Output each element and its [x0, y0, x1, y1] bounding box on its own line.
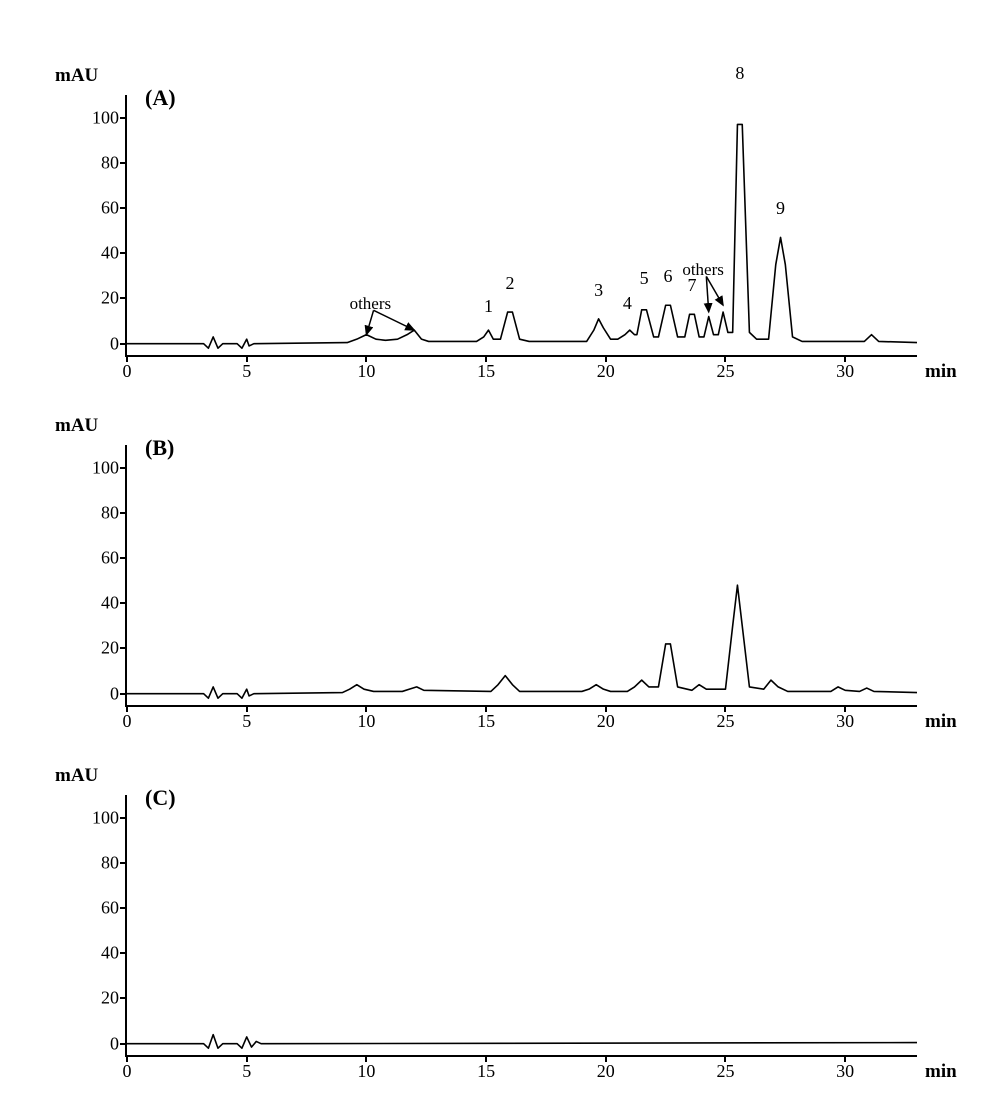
ytick-label: 80 — [101, 502, 127, 523]
ytick-label: 100 — [92, 457, 127, 478]
xtick-label: 0 — [123, 1055, 132, 1082]
xtick-label: 5 — [242, 355, 251, 382]
plot-area: 020406080100051015202530 — [125, 445, 917, 707]
xtick-label: 0 — [123, 705, 132, 732]
xtick-label: 0 — [123, 355, 132, 382]
ytick-label: 60 — [101, 898, 127, 919]
x-axis-label: min — [925, 361, 957, 383]
xtick-label: 30 — [836, 355, 854, 382]
xtick-label: 25 — [716, 355, 734, 382]
chromatogram-figure: mAUmin(A)0204060801000510152025301234567… — [0, 0, 990, 1117]
y-axis-label: mAU — [55, 765, 98, 787]
ytick-label: 40 — [101, 943, 127, 964]
x-axis-label: min — [925, 711, 957, 733]
xtick-label: 30 — [836, 705, 854, 732]
ytick-label: 20 — [101, 288, 127, 309]
ytick-label: 0 — [110, 333, 127, 354]
panel-C: mAUmin(C)020406080100051015202530 — [0, 795, 990, 1055]
xtick-label: 5 — [242, 705, 251, 732]
ytick-label: 20 — [101, 988, 127, 1009]
panel-A: mAUmin(A)0204060801000510152025301234567… — [0, 95, 990, 355]
plot-area: 020406080100051015202530 — [125, 795, 917, 1057]
ytick-label: 40 — [101, 593, 127, 614]
ytick-label: 60 — [101, 548, 127, 569]
ytick-label: 100 — [92, 107, 127, 128]
xtick-label: 15 — [477, 1055, 495, 1082]
xtick-label: 20 — [597, 705, 615, 732]
chromatogram-trace — [127, 795, 917, 1055]
xtick-label: 10 — [357, 355, 375, 382]
ytick-label: 80 — [101, 852, 127, 873]
y-axis-label: mAU — [55, 415, 98, 437]
x-axis-label: min — [925, 1061, 957, 1083]
ytick-label: 0 — [110, 1033, 127, 1054]
ytick-label: 40 — [101, 243, 127, 264]
y-axis-label: mAU — [55, 65, 98, 87]
xtick-label: 30 — [836, 1055, 854, 1082]
panel-B: mAUmin(B)020406080100051015202530 — [0, 445, 990, 705]
ytick-label: 80 — [101, 152, 127, 173]
xtick-label: 25 — [716, 705, 734, 732]
chromatogram-trace — [127, 445, 917, 705]
xtick-label: 10 — [357, 1055, 375, 1082]
xtick-label: 25 — [716, 1055, 734, 1082]
xtick-label: 15 — [477, 705, 495, 732]
xtick-label: 20 — [597, 355, 615, 382]
xtick-label: 10 — [357, 705, 375, 732]
peak-label-8: 8 — [735, 63, 744, 84]
xtick-label: 20 — [597, 1055, 615, 1082]
ytick-label: 0 — [110, 683, 127, 704]
xtick-label: 5 — [242, 1055, 251, 1082]
xtick-label: 15 — [477, 355, 495, 382]
plot-area: 020406080100051015202530123456789otherso… — [125, 95, 917, 357]
ytick-label: 20 — [101, 638, 127, 659]
ytick-label: 100 — [92, 807, 127, 828]
others-arrows — [127, 95, 917, 355]
ytick-label: 60 — [101, 198, 127, 219]
